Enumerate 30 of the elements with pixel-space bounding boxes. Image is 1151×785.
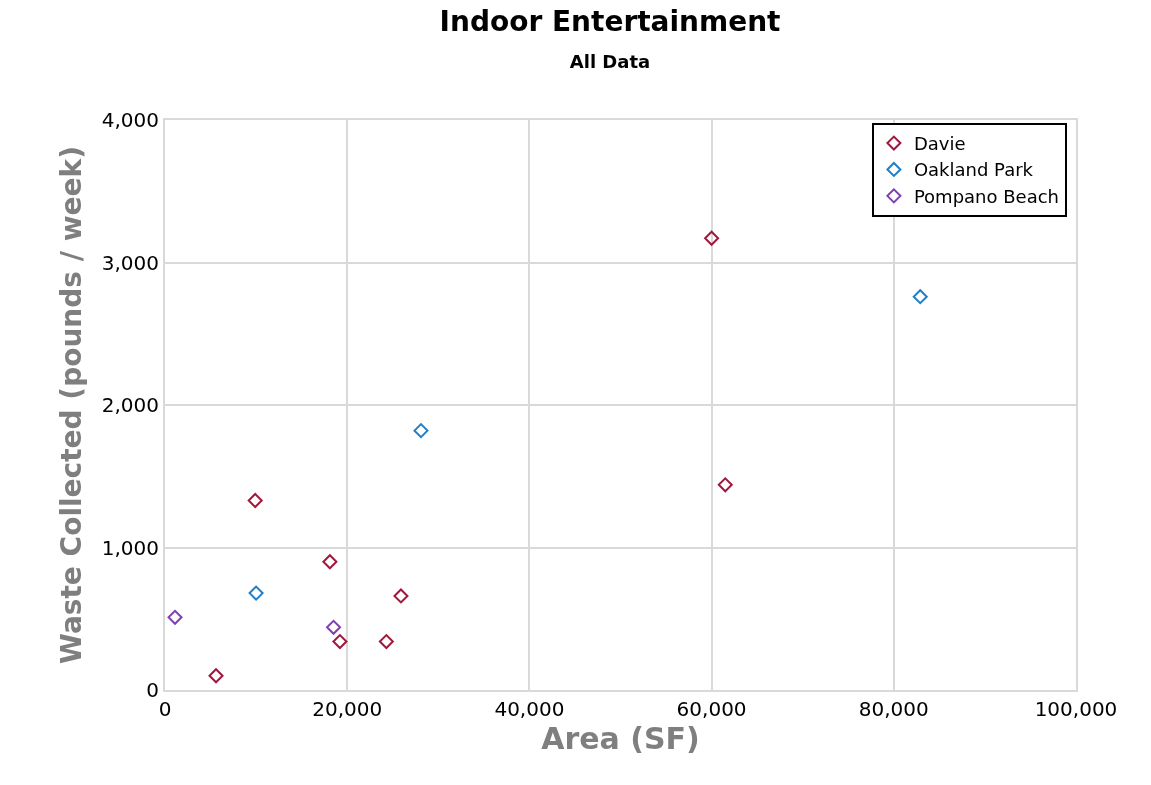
- point: [322, 554, 338, 570]
- legend-label: Davie: [913, 133, 966, 155]
- point: [912, 289, 928, 305]
- point: [413, 423, 429, 439]
- point: [704, 230, 720, 246]
- x-axis-title: Area (SF): [541, 721, 700, 756]
- x-tick-label: 80,000: [858, 697, 929, 721]
- legend-label: Pompano Beach: [913, 185, 1060, 207]
- point: [167, 609, 183, 625]
- y-tick-label: 1,000: [101, 535, 159, 560]
- x-tick-label: 40,000: [494, 697, 565, 721]
- point: [332, 634, 348, 650]
- point: [393, 588, 409, 604]
- point: [208, 668, 224, 684]
- point: [378, 634, 394, 650]
- y-axis-title: Waste Collected (pounds / week): [54, 146, 88, 664]
- point: [247, 492, 263, 508]
- point: [717, 477, 733, 493]
- x-tick-label: 20,000: [312, 697, 383, 721]
- x-tick-label: 60,000: [676, 697, 747, 721]
- y-tick-label: 0: [146, 678, 159, 702]
- legend-label: Oakland Park: [913, 159, 1034, 181]
- y-tick-label: 2,000: [101, 393, 159, 417]
- x-tick-label: 100,000: [1034, 697, 1118, 721]
- point: [326, 619, 342, 635]
- chart-subtitle: All Data: [569, 50, 651, 72]
- chart-title: Indoor Entertainment: [439, 5, 781, 39]
- y-tick-label: 3,000: [101, 250, 159, 275]
- y-tick-label: 4,000: [101, 108, 159, 132]
- point: [248, 585, 264, 601]
